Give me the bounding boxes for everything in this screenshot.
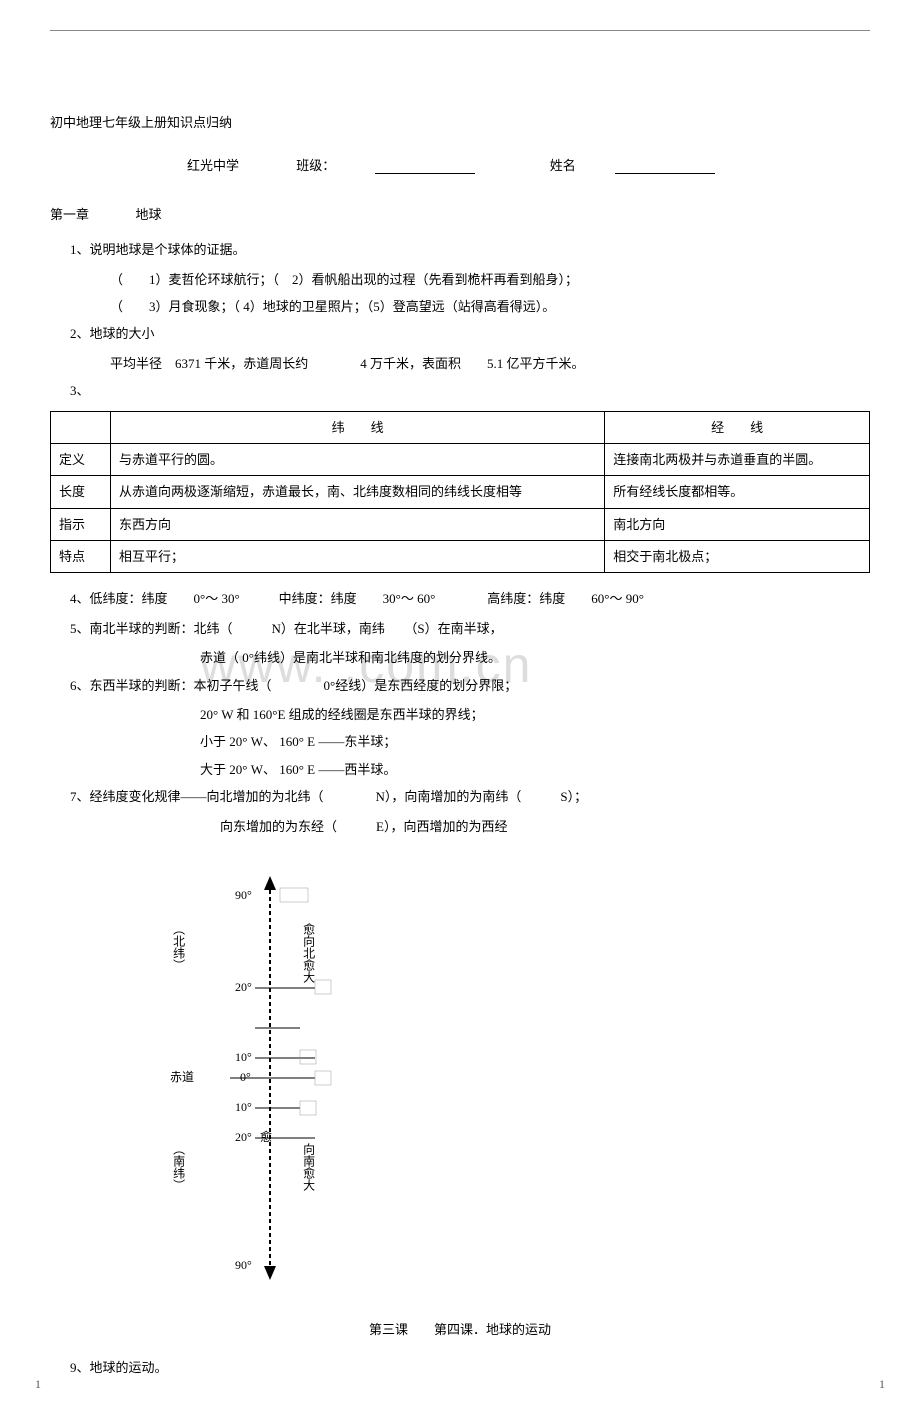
table-r2-label: 长度 xyxy=(51,476,111,508)
table-r4-lon: 相交于南北极点； xyxy=(605,541,870,573)
north-lat-label: （北纬） xyxy=(170,923,186,971)
item-1-line2: （ 3）月食现象；（ 4）地球的卫星照片；（5）登高望远（站得高看得远）。 xyxy=(110,295,870,318)
item-7-line1: 7、经纬度变化规律——向北增加的为北纬（ N），向南增加的为南纬（ S）； xyxy=(70,785,870,808)
chapter-title: 地球 xyxy=(136,207,162,222)
table-r2-lat: 从赤道向两极逐渐缩短，赤道最长，南、北纬度数相同的纬线长度相等 xyxy=(111,476,605,508)
table-r3-lat: 东西方向 xyxy=(111,508,605,540)
equator-label: 赤道 xyxy=(170,1070,194,1086)
table-r4-lat: 相互平行； xyxy=(111,541,605,573)
item-5-line1: 5、南北半球的判断：北纬（ N）在北半球，南纬 （S）在南半球， xyxy=(70,617,870,640)
table-h-lat: 纬 线 xyxy=(111,411,605,443)
table-r3-label: 指示 xyxy=(51,508,111,540)
header-line: 红光中学 班级： 姓名 xyxy=(50,154,870,177)
doc-title: 初中地理七年级上册知识点归纳 xyxy=(50,111,870,134)
latitude-diagram: 90° 20° 10° 0° 10° 20° 90° 赤道 （北纬） （南纬） … xyxy=(150,868,410,1288)
table-r1-label: 定义 xyxy=(51,443,111,475)
name-label: 姓名 xyxy=(550,158,576,173)
table-h-lon: 经 线 xyxy=(605,411,870,443)
top-rule xyxy=(50,30,870,31)
south-increase: 向南愈大 xyxy=(300,1143,316,1191)
item-6-line1: 6、东西半球的判断：本初子午线（ 0°经线）是东西经度的划分界限； xyxy=(70,674,870,697)
item-6-line3: 小于 20° W、 160° E ——东半球； xyxy=(200,730,870,753)
deg-10b: 10° xyxy=(235,1100,252,1116)
table-r4-label: 特点 xyxy=(51,541,111,573)
table-r1-lat: 与赤道平行的圆。 xyxy=(111,443,605,475)
deg-bottom: 90° xyxy=(235,1258,252,1274)
table-r1-lon: 连接南北两极并与赤道垂直的半圆。 xyxy=(605,443,870,475)
item-4: 4、低纬度：纬度 0°～ 30° 中纬度：纬度 30°～ 60° 高纬度：纬度 … xyxy=(70,587,870,610)
name-blank[interactable] xyxy=(615,160,715,174)
item-3-lead: 3、 xyxy=(70,379,870,402)
school-name: 红光中学 xyxy=(187,158,239,173)
item-9: 9、地球的运动。 xyxy=(70,1356,870,1379)
item-5-line2: 赤道（ 0°纬线）是南北半球和南北纬度的划分界线。 xyxy=(200,646,870,669)
item-6-line4: 大于 20° W、 160° E ——西半球。 xyxy=(200,758,870,781)
class-label: 班级： xyxy=(296,158,335,173)
north-increase: 愈向北愈大 xyxy=(300,923,316,983)
south-increase-pre: 愈 xyxy=(260,1130,272,1146)
page-num-left: 1 xyxy=(35,1374,41,1396)
deg-top: 90° xyxy=(235,888,252,904)
item-2-lead: 2、地球的大小 xyxy=(70,322,870,345)
table-r2-lon: 所有经线长度都相等。 xyxy=(605,476,870,508)
item-1-line1: （ 1）麦哲伦环球航行；（ 2）看帆船出现的过程（先看到桅杆再看到船身）； xyxy=(110,268,870,291)
class-blank[interactable] xyxy=(375,160,475,174)
page-num-right: 1 xyxy=(879,1374,885,1396)
section-3-4-title: 第三课 第四课．地球的运动 xyxy=(50,1318,870,1341)
item-2-line1: 平均半径 6371 千米，赤道周长约 4 万千米，表面积 5.1 亿平方千米。 xyxy=(110,352,870,375)
item-1-lead: 1、说明地球是个球体的证据。 xyxy=(70,238,870,261)
chapter-heading: 第一章 地球 xyxy=(50,203,870,226)
deg-20b: 20° xyxy=(235,1130,252,1146)
table-r3-lon: 南北方向 xyxy=(605,508,870,540)
deg-10a: 10° xyxy=(235,1050,252,1066)
deg-0: 0° xyxy=(240,1070,251,1086)
deg-20a: 20° xyxy=(235,980,252,996)
chapter-num: 第一章 xyxy=(50,207,89,222)
south-lat-label: （南纬） xyxy=(170,1143,186,1191)
item-7-line2: 向东增加的为东经（ E），向西增加的为西经 xyxy=(220,815,870,838)
lat-lon-table: 纬 线 经 线 定义 与赤道平行的圆。 连接南北两极并与赤道垂直的半圆。 长度 … xyxy=(50,411,870,574)
item-6-line2: 20° W 和 160°E 组成的经线圈是东西半球的界线； xyxy=(200,703,870,726)
